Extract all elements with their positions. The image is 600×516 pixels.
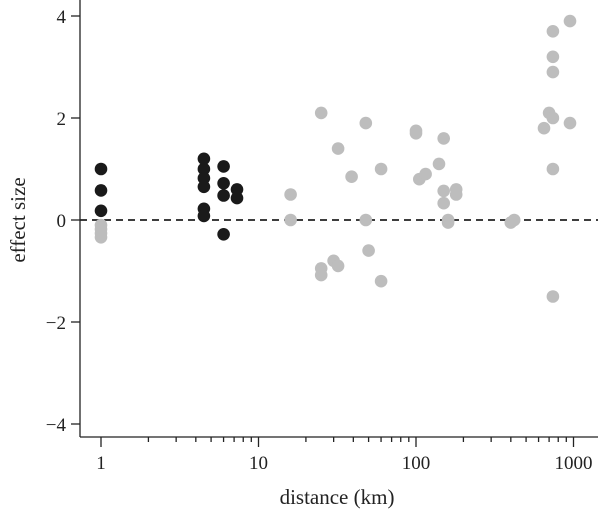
data-point	[546, 25, 560, 38]
data-point	[441, 213, 455, 227]
data-point	[546, 162, 560, 176]
data-point	[331, 142, 345, 155]
data-point	[546, 290, 560, 303]
data-point	[284, 213, 297, 227]
data-point	[314, 268, 328, 282]
data-point	[217, 160, 230, 173]
data-point	[197, 152, 211, 166]
data-point	[359, 116, 373, 130]
data-point	[374, 274, 388, 288]
data-point	[314, 106, 328, 120]
data-point	[197, 162, 211, 176]
x-ticks: 1 10 100 1000	[96, 437, 593, 474]
data-point	[217, 177, 230, 190]
data-point	[546, 50, 560, 64]
data-point	[409, 127, 423, 140]
data-point	[362, 244, 375, 257]
data-point	[217, 228, 230, 241]
data-point	[546, 111, 560, 125]
data-point	[94, 231, 108, 244]
data-point	[563, 14, 577, 28]
data-point	[331, 259, 345, 273]
x-tick-label: 10	[249, 453, 268, 474]
data-point	[546, 65, 560, 79]
y-ticks: −4 −2 0 2 4	[46, 7, 80, 436]
data-point	[537, 121, 551, 135]
x-axis-title: distance (km)	[280, 485, 395, 509]
data-points	[94, 14, 577, 303]
y-tick-label: 2	[57, 109, 67, 130]
x-tick-label: 1000	[555, 453, 593, 474]
data-point	[449, 188, 463, 201]
data-point	[437, 132, 451, 145]
x-tick-label: 100	[402, 453, 431, 474]
y-axis-title: effect size	[6, 177, 30, 262]
data-point	[359, 213, 373, 227]
y-tick-label: 0	[57, 211, 67, 232]
data-point	[563, 116, 577, 130]
axes	[79, 0, 598, 438]
data-point	[230, 183, 244, 196]
data-point	[94, 204, 108, 218]
y-tick-label: −2	[46, 313, 66, 334]
y-tick-label: 4	[57, 7, 67, 28]
data-point	[94, 184, 108, 197]
y-tick-label: −4	[46, 415, 67, 436]
data-point	[197, 180, 211, 194]
data-point	[437, 196, 451, 210]
data-point	[217, 189, 230, 202]
data-point	[230, 191, 244, 205]
data-point	[197, 209, 211, 223]
data-point	[437, 184, 451, 198]
x-tick-label: 1	[96, 453, 106, 474]
data-point	[94, 162, 108, 176]
data-point	[432, 157, 446, 171]
data-point	[374, 162, 388, 176]
data-point	[419, 167, 432, 181]
data-point	[284, 188, 297, 201]
data-point	[507, 213, 521, 227]
data-point	[345, 170, 358, 183]
